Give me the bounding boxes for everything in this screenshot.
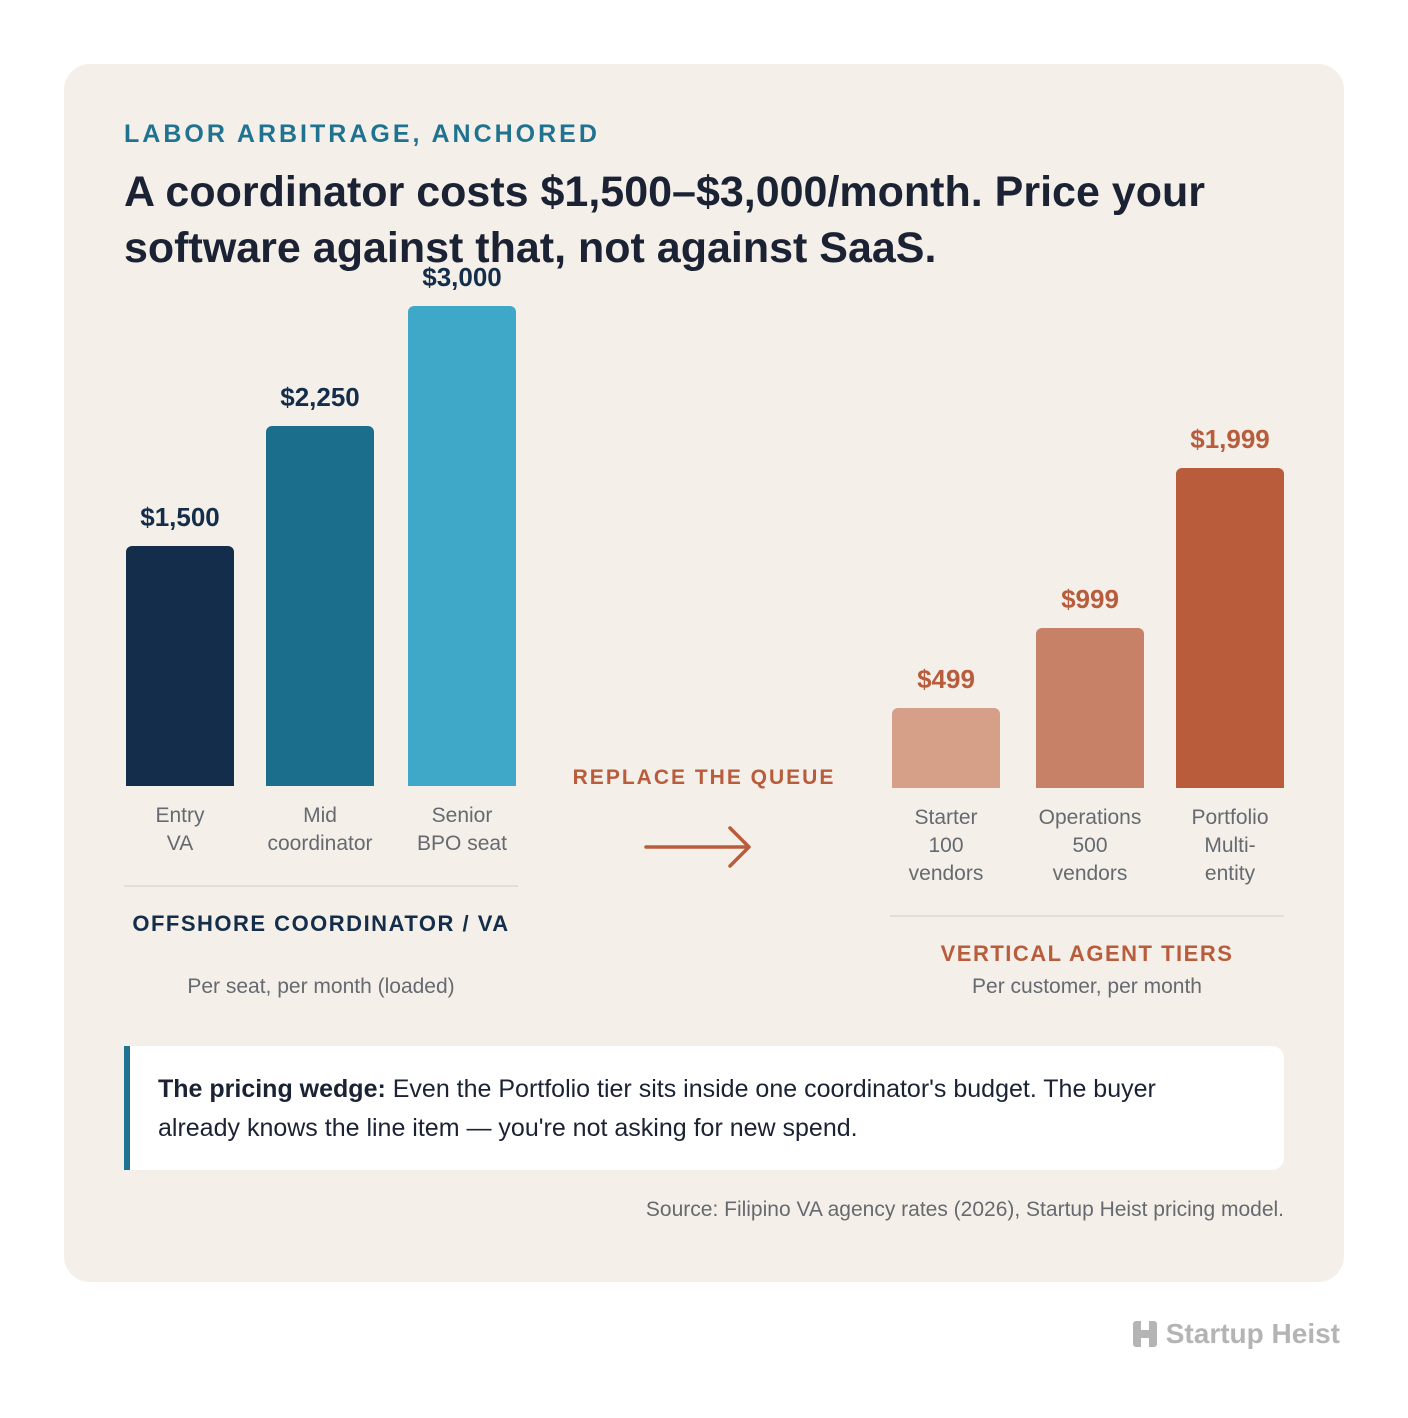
bar-value-label-left-1: $2,250: [280, 382, 360, 412]
bar-right-0: [892, 708, 1000, 788]
category-label-line: 100: [928, 834, 964, 857]
left-group-subtitle: Per seat, per month (loaded): [187, 975, 455, 998]
transition-label: REPLACE THE QUEUE: [572, 766, 836, 789]
category-label-left-2: Senior BPO seat: [387, 802, 537, 858]
right-group-subtitle: Per customer, per month: [972, 975, 1202, 998]
building-h-icon: [1132, 1321, 1157, 1347]
headline: A coordinator costs $1,500–$3,000/month.…: [124, 168, 1205, 272]
category-label-line: coordinator: [267, 832, 373, 855]
category-label-line: Multi-: [1204, 834, 1256, 857]
category-label-line: vendors: [1052, 862, 1128, 885]
category-label-left-0: Entry VA: [105, 802, 255, 858]
brand-name: Startup Heist: [1165, 1318, 1340, 1349]
category-label-line: vendors: [908, 862, 984, 885]
brand-logo: Startup Heist: [1132, 1318, 1340, 1350]
source-note: Source: Filipino VA agency rates (2026),…: [645, 1198, 1284, 1221]
category-label-line: entity: [1204, 862, 1256, 885]
category-label-line: Operations: [1038, 806, 1142, 829]
bar-value-label-left-0: $1,500: [140, 502, 220, 532]
bar-value-label-right-1: $999: [1061, 584, 1119, 615]
callout-text: Even the Portfolio tier sits inside one …: [158, 1075, 1156, 1142]
category-label-right-1: Operations 500 vendors: [1015, 804, 1165, 888]
left-group-title: OFFSHORE COORDINATOR / VA: [132, 911, 510, 936]
category-label-line: BPO seat: [417, 832, 507, 855]
bar-value-label-left-2: $3,000: [422, 262, 502, 292]
bar-right-1: [1036, 628, 1144, 788]
bar-right-2: [1176, 468, 1284, 788]
eyebrow: LABOR ARBITRAGE, ANCHORED: [124, 120, 600, 148]
category-label-line: Portfolio: [1191, 806, 1269, 829]
category-label-right-0: Starter 100 vendors: [871, 804, 1021, 888]
arrow-right-icon: [644, 826, 751, 868]
pricing-callout: The pricing wedge: Even the Portfolio ti…: [124, 1046, 1284, 1170]
category-label-line: VA: [166, 832, 194, 855]
bar-left-0: [126, 546, 234, 786]
category-label-left-1: Mid coordinator: [245, 802, 395, 858]
category-label-line: Senior: [431, 804, 493, 827]
category-label-line: 500: [1072, 834, 1108, 857]
category-label-line: Starter: [914, 806, 978, 829]
bar-left-2: [408, 306, 516, 786]
category-label-line: Mid: [303, 804, 337, 827]
category-label-right-2: Portfolio Multi-entity: [1155, 804, 1305, 888]
bar-left-1: [266, 426, 374, 786]
bar-value-label-right-0: $499: [917, 664, 975, 695]
category-label-line: Entry: [155, 804, 205, 827]
right-group-title: VERTICAL AGENT TIERS: [940, 941, 1234, 966]
bar-value-label-right-2: $1,999: [1190, 424, 1270, 455]
left-group-divider: [124, 885, 518, 887]
callout-lead: The pricing wedge:: [158, 1075, 386, 1103]
right-group-divider: [890, 915, 1284, 917]
